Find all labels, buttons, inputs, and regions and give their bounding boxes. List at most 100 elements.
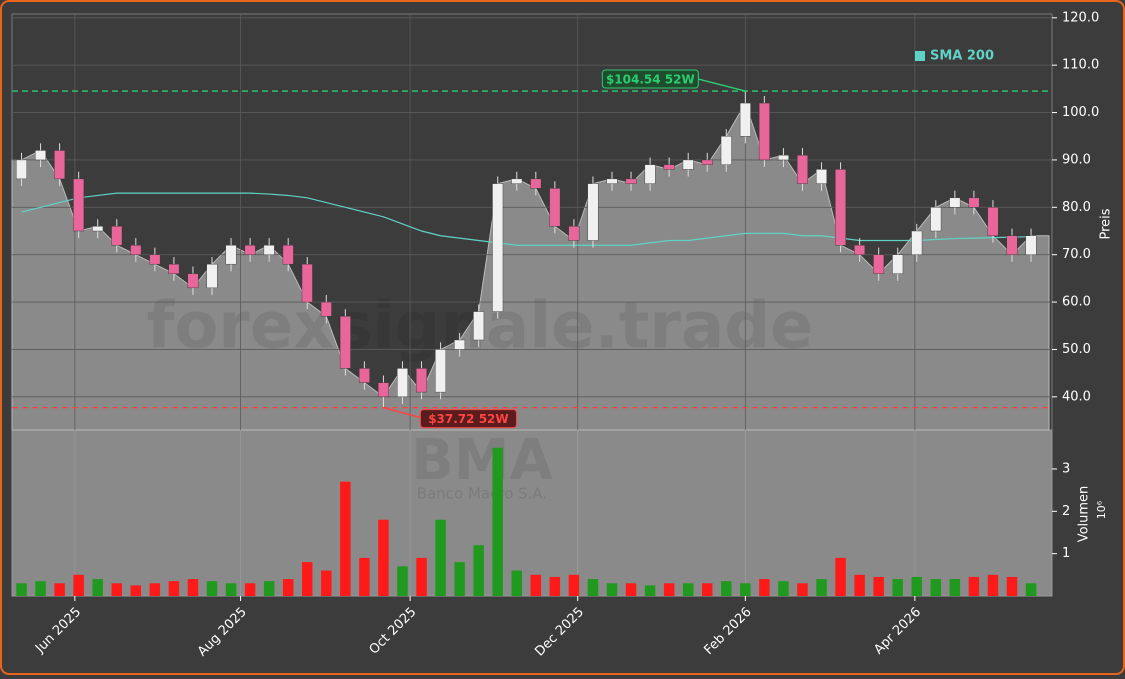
volume-bar: [911, 576, 922, 596]
annotation-label: $37.72 52W: [428, 412, 508, 426]
annotation-box: [601, 69, 699, 89]
candle-body: [663, 164, 675, 170]
candle-body: [377, 382, 389, 398]
volume-bar: [187, 579, 199, 596]
candle-body: [435, 349, 447, 393]
annotation-box: [419, 409, 517, 429]
y-tick-label: 70.0: [1062, 247, 1091, 262]
candle-body: [416, 368, 427, 393]
volume-bar: [454, 562, 465, 596]
y-tick-label: 100.0: [1062, 105, 1099, 120]
candle-body: [511, 178, 523, 184]
volume-bar: [206, 581, 218, 596]
candle-body: [111, 226, 123, 246]
volume-bar: [987, 574, 999, 596]
annotation-arrow: [698, 78, 746, 92]
volume-bar: [644, 585, 656, 596]
candle-body: [1006, 235, 1018, 255]
candle-body: [168, 263, 180, 274]
candle-body: [549, 188, 561, 227]
volume-axis-label: Volumen: [1077, 486, 1092, 543]
volume-bar: [416, 557, 427, 596]
candle-body: [873, 254, 885, 274]
volume-bar: [359, 557, 370, 596]
y-tick-label: 90.0: [1062, 152, 1091, 167]
volume-bar: [282, 579, 294, 596]
candle-body: [720, 136, 732, 165]
volume-bar: [149, 583, 161, 596]
volume-bar: [492, 447, 503, 596]
annotation-label: $104.54 52W: [606, 73, 695, 87]
volume-bar: [873, 576, 884, 596]
volume-bar: [835, 557, 846, 596]
candle-body: [1025, 235, 1037, 255]
volume-bar: [568, 574, 580, 596]
candle-body: [397, 368, 408, 398]
volume-bar: [606, 583, 618, 596]
sma-line: [21, 192, 1032, 246]
volume-bar: [111, 583, 122, 596]
y-tick-label: 50.0: [1062, 342, 1091, 357]
volume-bar: [302, 562, 313, 596]
volume-bar: [340, 481, 351, 596]
y-tick-label: 80.0: [1062, 200, 1091, 215]
candle-body: [187, 273, 199, 289]
y-axis-label: Preis: [1099, 208, 1114, 239]
candle-body: [320, 301, 332, 317]
volume-bar: [225, 583, 237, 596]
candle-body: [644, 164, 656, 184]
legend-swatch: [915, 51, 925, 61]
y-tick-label: 120.0: [1062, 10, 1099, 25]
volume-exponent: 10⁶: [1095, 500, 1108, 519]
annotation-arrow: [383, 406, 425, 420]
candle-body: [73, 178, 85, 232]
candle-body: [797, 154, 808, 184]
volume-bar: [587, 579, 599, 596]
volume-bar: [1025, 583, 1037, 596]
y-tick-label: 60.0: [1062, 295, 1091, 310]
volume-tick-label: 2: [1062, 504, 1070, 519]
y-tick-label: 40.0: [1062, 389, 1091, 404]
candle-body: [149, 254, 161, 265]
volume-bar: [682, 583, 694, 596]
volume-bar: [549, 576, 561, 596]
candle-body: [987, 207, 999, 236]
candle-body: [587, 183, 599, 241]
candle-body: [92, 226, 104, 232]
volume-bar: [702, 583, 713, 596]
volume-bar: [321, 570, 332, 596]
legend-label: SMA 200: [930, 49, 994, 64]
volume-bar: [16, 583, 27, 596]
candle-body: [35, 150, 47, 161]
volume-bar: [92, 579, 103, 596]
candle-body: [454, 339, 466, 350]
candle-body: [816, 169, 827, 184]
volume-tick-label: 3: [1062, 461, 1070, 476]
volume-bar: [663, 583, 675, 596]
candle-body: [206, 263, 218, 289]
candle-body: [16, 159, 27, 180]
volume-bar: [740, 583, 751, 596]
candle-body: [606, 178, 618, 184]
candle-body: [339, 316, 351, 369]
candle-body: [301, 263, 313, 303]
candle-body: [758, 102, 770, 161]
volume-bar: [473, 545, 484, 596]
y-tick-label: 110.0: [1062, 58, 1099, 73]
candle-body: [530, 178, 542, 189]
candle-body: [854, 245, 866, 255]
volume-bar: [854, 574, 865, 596]
watermark-company: Banco Macro S.A.: [417, 485, 547, 503]
candle-body: [701, 159, 713, 165]
candle-body: [568, 226, 580, 241]
volume-bar: [721, 581, 732, 596]
volume-bar: [378, 519, 389, 596]
volume-bar: [54, 583, 65, 596]
candle-body: [835, 169, 847, 246]
volume-bar: [530, 574, 542, 596]
candle-body: [949, 197, 961, 208]
volume-bar: [797, 583, 808, 596]
volume-bar: [511, 570, 522, 596]
